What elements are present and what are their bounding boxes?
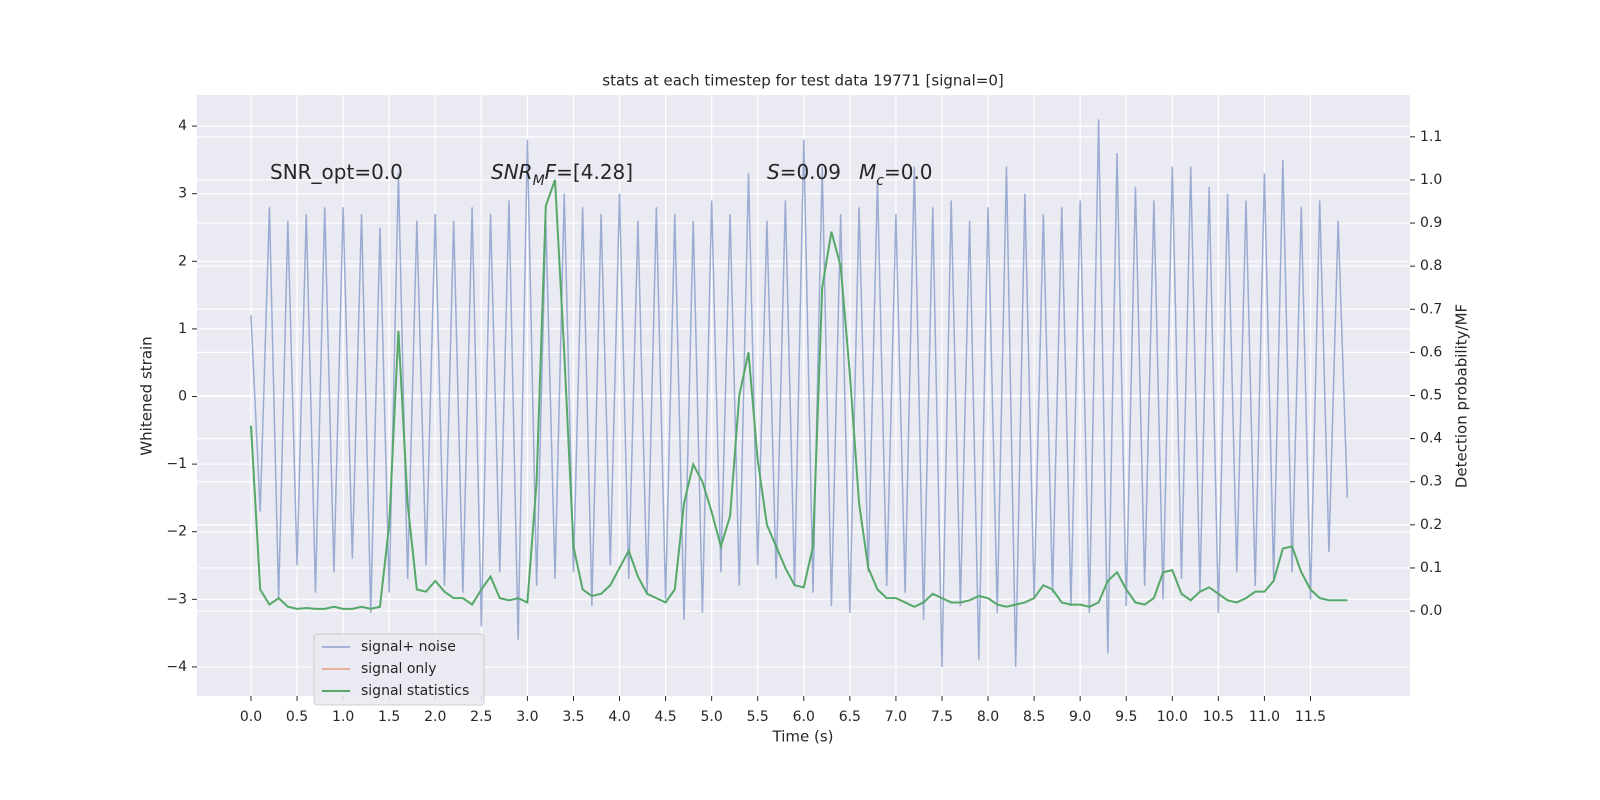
annotation-part: =[4.28] bbox=[556, 160, 633, 184]
y-tick-label: −3 bbox=[166, 591, 187, 607]
x-tick-label: 5.5 bbox=[747, 709, 769, 725]
x-tick-label: 8.5 bbox=[1023, 709, 1045, 725]
x-tick-label: 11.5 bbox=[1295, 709, 1326, 725]
x-tick-label: 2.0 bbox=[424, 709, 446, 725]
y2-tick-label: 0.6 bbox=[1420, 344, 1442, 360]
y-tick-label: −1 bbox=[166, 456, 187, 472]
x-tick-label: 4.5 bbox=[654, 709, 676, 725]
legend-label: signal only bbox=[361, 661, 436, 677]
series-line bbox=[250, 119, 1349, 667]
x-tick-label: 3.5 bbox=[562, 709, 584, 725]
x-tick-label: 5.0 bbox=[701, 709, 723, 725]
series-line bbox=[249, 179, 1348, 610]
annotation: Mc=0.0 bbox=[859, 160, 933, 190]
x-tick-label: 0.0 bbox=[240, 709, 262, 725]
y2-tick-label: 0.3 bbox=[1420, 474, 1442, 490]
x-tick-label: 9.5 bbox=[1115, 709, 1137, 725]
annotation-part: M bbox=[859, 160, 876, 184]
x-tick-label: 0.5 bbox=[286, 709, 308, 725]
x-tick-label: 11.0 bbox=[1249, 709, 1280, 725]
annotation-part: =0.0 bbox=[884, 160, 933, 184]
x-tick-label: 1.5 bbox=[378, 709, 400, 725]
x-tick-label: 7.5 bbox=[931, 709, 953, 725]
legend-label: signal statistics bbox=[361, 683, 469, 699]
y-tick-label: 0 bbox=[178, 389, 187, 405]
annotation-part: =0.09 bbox=[780, 160, 841, 184]
y2-tick-label: 0.7 bbox=[1420, 301, 1442, 317]
x-tick-label: 9.0 bbox=[1069, 709, 1091, 725]
x-tick-label: 3.0 bbox=[516, 709, 538, 725]
annotation-part: c bbox=[876, 173, 884, 189]
y-tick-label: 2 bbox=[178, 253, 187, 269]
y2-tick-label: 0.9 bbox=[1420, 215, 1442, 231]
annotation-part: M bbox=[533, 173, 545, 189]
chart-title: stats at each timestep for test data 197… bbox=[602, 72, 1003, 90]
y2-axis-label: Detection probability/MF bbox=[1453, 304, 1471, 488]
y-tick-label: 4 bbox=[178, 118, 187, 134]
annotation: S=0.09 bbox=[767, 160, 841, 184]
y2-tick-label: 0.1 bbox=[1420, 560, 1442, 576]
y-tick-label: 1 bbox=[178, 321, 187, 337]
x-tick-label: 10.5 bbox=[1203, 709, 1234, 725]
y2-tick-label: 0.2 bbox=[1420, 517, 1442, 533]
legend-label: signal+ noise bbox=[361, 639, 456, 655]
x-axis-label: Time (s) bbox=[772, 728, 834, 746]
x-tick-label: 2.5 bbox=[470, 709, 492, 725]
y2-tick-label: 0.8 bbox=[1420, 258, 1442, 274]
x-tick-label: 7.0 bbox=[885, 709, 907, 725]
annotation-part: SNR bbox=[491, 160, 533, 184]
y2-tick-label: 0.0 bbox=[1420, 603, 1442, 619]
annotation-part: SNR_opt=0.0 bbox=[270, 160, 403, 184]
x-tick-label: 10.0 bbox=[1157, 709, 1188, 725]
legend-box bbox=[313, 633, 485, 706]
annotation: SNRMF=[4.28] bbox=[491, 160, 633, 190]
y-tick-label: −2 bbox=[166, 524, 187, 540]
y2-tick-label: 0.5 bbox=[1420, 388, 1442, 404]
legend: signal+ noise signal only signal statistic… bbox=[313, 633, 485, 706]
annotation-part: S bbox=[767, 160, 780, 184]
x-tick-label: 6.0 bbox=[793, 709, 815, 725]
annotation: SNR_opt=0.0 bbox=[270, 160, 403, 184]
y2-tick-label: 1.0 bbox=[1420, 172, 1442, 188]
x-tick-label: 1.0 bbox=[332, 709, 354, 725]
y-tick-label: 3 bbox=[178, 186, 187, 202]
x-tick-label: 6.5 bbox=[839, 709, 861, 725]
y2-tick-label: 0.4 bbox=[1420, 431, 1442, 447]
y-tick-label: −4 bbox=[166, 659, 187, 675]
x-tick-label: 8.0 bbox=[977, 709, 999, 725]
y2-tick-label: 1.1 bbox=[1420, 129, 1442, 145]
annotation-part: F bbox=[545, 160, 557, 184]
x-tick-label: 4.0 bbox=[608, 709, 630, 725]
y-axis-label: Whitened strain bbox=[138, 336, 156, 455]
